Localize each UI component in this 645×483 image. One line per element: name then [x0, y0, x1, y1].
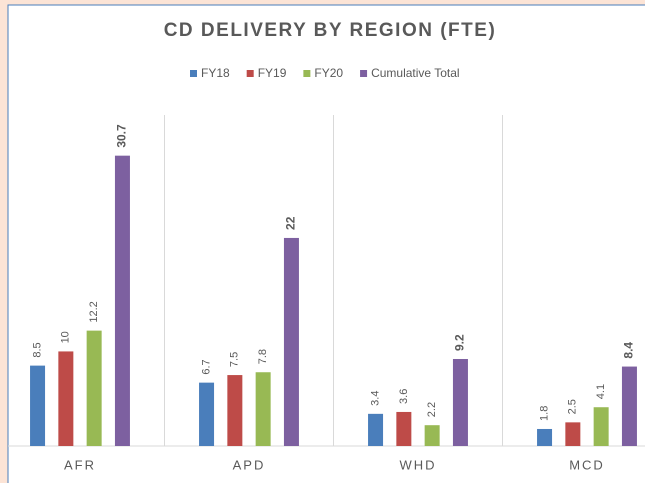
bar — [396, 411, 412, 446]
data-label: 22 — [284, 216, 298, 230]
bar — [537, 428, 553, 446]
x-tick-label: MCD — [569, 457, 605, 472]
bar — [199, 382, 215, 446]
x-tick-label: WHD — [399, 457, 436, 472]
bar — [58, 351, 74, 446]
legend-label: Cumulative Total — [371, 66, 460, 80]
bar — [114, 155, 130, 446]
chart-title: CD DELIVERY BY REGION (FTE) — [164, 20, 497, 41]
data-label: 8.4 — [622, 342, 636, 359]
data-label: 30.7 — [115, 124, 129, 148]
data-label: 3.4 — [369, 391, 381, 406]
bar — [593, 407, 609, 446]
data-label: 7.8 — [257, 349, 269, 364]
data-label: 8.5 — [31, 342, 43, 357]
data-label: 4.1 — [595, 384, 607, 399]
legend-label: FY20 — [314, 66, 343, 80]
legend-swatch — [360, 70, 368, 77]
bar — [424, 425, 440, 446]
bar — [621, 366, 637, 446]
bar — [255, 372, 271, 446]
legend-label: FY19 — [258, 66, 287, 80]
bar — [368, 413, 384, 446]
data-label: 10 — [60, 331, 72, 343]
legend-swatch — [303, 70, 311, 77]
bar — [227, 375, 243, 446]
data-label: 7.5 — [229, 352, 241, 367]
x-tick-label: AFR — [64, 457, 96, 472]
legend-swatch — [246, 70, 254, 77]
legend-swatch — [190, 70, 197, 77]
data-label: 6.7 — [200, 359, 212, 374]
data-label: 12.2 — [88, 301, 100, 322]
bar — [452, 358, 468, 446]
data-label: 1.8 — [538, 406, 550, 421]
data-label: 2.2 — [426, 402, 438, 417]
x-tick-label: APD — [233, 457, 266, 472]
bar — [565, 422, 581, 446]
data-label: 2.5 — [567, 399, 579, 414]
bar — [283, 237, 299, 446]
legend-label: FY18 — [201, 66, 230, 80]
chart-panel — [7, 4, 645, 483]
data-label: 9.2 — [453, 334, 467, 351]
bar — [30, 365, 46, 446]
data-label: 3.6 — [398, 389, 410, 404]
bar — [86, 330, 102, 446]
